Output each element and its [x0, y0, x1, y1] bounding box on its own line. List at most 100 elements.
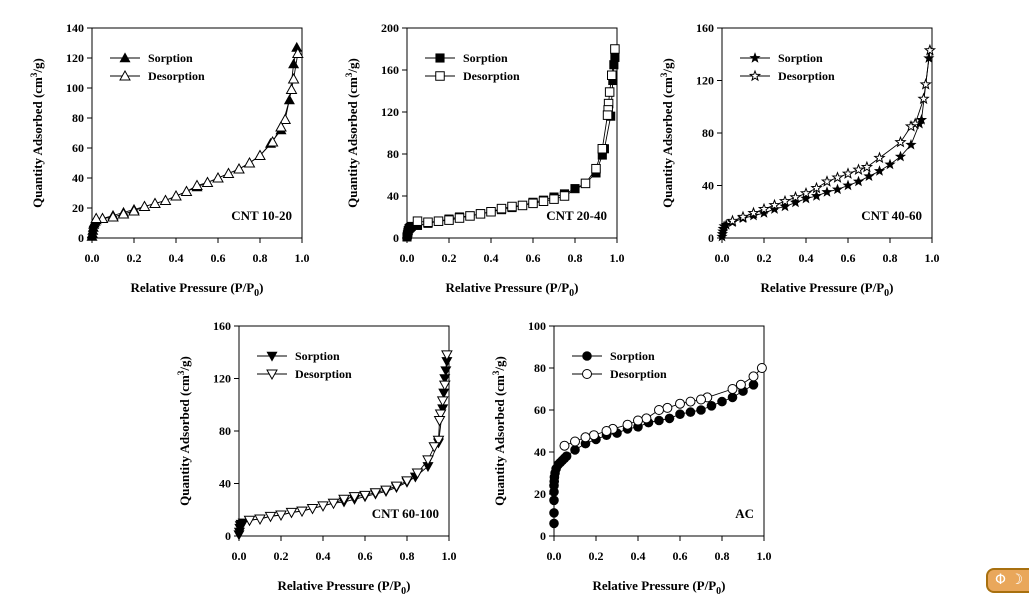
- data-point: [641, 413, 652, 424]
- sample-annotation: CNT 40-60: [861, 208, 922, 223]
- legend-label: Desorption: [463, 69, 520, 83]
- data-point: [756, 363, 767, 373]
- y-tick-label: 40: [219, 477, 231, 491]
- data-point: [685, 407, 696, 417]
- plot-frame: [91, 27, 303, 239]
- y-tick-label: 120: [66, 51, 84, 65]
- data-point: [454, 213, 465, 223]
- data-point: [917, 92, 930, 105]
- data-point: [717, 396, 727, 407]
- x-tick-label: 1.0: [442, 549, 457, 563]
- x-axis-label: Relative Pressure (P/P0): [760, 280, 893, 299]
- data-point: [570, 445, 580, 455]
- legend-label: Desorption: [148, 69, 205, 83]
- data-point: [433, 416, 446, 427]
- data-point: [757, 202, 771, 215]
- y-tick-label: 80: [219, 424, 231, 438]
- data-point: [696, 405, 706, 415]
- data-point: [465, 211, 475, 221]
- data-point: [428, 442, 441, 453]
- data-point: [441, 350, 453, 361]
- data-point: [222, 167, 235, 178]
- data-point: [90, 212, 103, 223]
- theme-toggle-button[interactable]: Φ ☽: [986, 568, 1029, 593]
- data-point: [549, 508, 559, 518]
- y-axis-label: Quantity Adsorbed (cm3/g): [29, 58, 45, 208]
- data-point: [610, 44, 620, 54]
- data-point: [359, 490, 371, 502]
- data-point: [894, 150, 907, 162]
- data-point: [591, 163, 601, 174]
- data-point: [726, 214, 739, 227]
- data-point: [789, 190, 802, 203]
- x-tick-label: 0.2: [274, 549, 289, 563]
- data-point: [348, 492, 361, 503]
- data-point: [243, 156, 256, 168]
- legend-label: Sorption: [463, 51, 508, 65]
- data-point: [475, 209, 486, 219]
- x-tick-label: 0.4: [631, 549, 646, 563]
- series-desorption: [412, 44, 620, 227]
- x-axis-label: Relative Pressure (P/P0): [130, 280, 263, 299]
- x-tick-label: 0.2: [589, 549, 604, 563]
- data-point: [266, 135, 279, 147]
- legend-marker: [119, 52, 131, 63]
- data-point: [810, 190, 823, 201]
- x-tick-label: 0.0: [715, 251, 730, 265]
- legend-marker: [435, 53, 445, 63]
- data-point: [727, 384, 738, 394]
- data-point: [748, 371, 759, 382]
- data-point: [860, 160, 874, 173]
- y-tick-label: 0: [225, 529, 231, 543]
- y-tick-label: 160: [381, 63, 399, 77]
- data-point: [580, 432, 591, 443]
- y-tick-label: 80: [702, 126, 714, 140]
- x-tick-label: 0.8: [253, 251, 268, 265]
- y-axis-label: Quantity Adsorbed (cm3/g): [344, 58, 360, 208]
- data-point: [432, 435, 445, 447]
- legend-label: Desorption: [295, 367, 352, 381]
- x-tick-label: 0.2: [442, 251, 457, 265]
- data-point: [233, 162, 245, 174]
- data-point: [799, 186, 813, 199]
- data-point: [549, 518, 559, 529]
- data-point: [296, 506, 308, 518]
- y-tick-label: 60: [534, 403, 546, 417]
- data-point: [604, 87, 615, 97]
- data-point: [149, 197, 161, 208]
- y-axis-label: Quantity Adsorbed (cm3/g): [176, 356, 192, 506]
- x-tick-label: 0.0: [547, 549, 562, 563]
- data-point: [306, 503, 319, 515]
- data-point: [654, 415, 664, 426]
- series-desorption: [243, 350, 453, 527]
- series-sorption: [716, 52, 935, 242]
- data-point: [863, 170, 875, 182]
- data-point: [107, 210, 119, 222]
- data-point: [884, 158, 896, 170]
- data-point: [821, 186, 833, 197]
- x-tick-label: 0.4: [484, 251, 499, 265]
- x-axis-label: Relative Pressure (P/P0): [277, 578, 410, 597]
- data-point: [842, 179, 854, 191]
- x-tick-label: 0.0: [232, 549, 247, 563]
- data-point: [422, 455, 434, 466]
- x-tick-label: 0.4: [169, 251, 184, 265]
- data-point: [831, 171, 844, 183]
- data-point: [436, 396, 449, 407]
- legend: Sorption Desorption: [425, 51, 520, 83]
- data-point: [602, 110, 613, 120]
- x-tick-label: 1.0: [925, 251, 940, 265]
- data-point: [852, 163, 865, 175]
- data-point: [727, 392, 738, 403]
- y-tick-label: 120: [696, 74, 714, 88]
- legend-label: Sorption: [610, 349, 655, 363]
- series-desorption: [90, 47, 304, 223]
- data-point: [434, 409, 447, 420]
- data-point: [538, 196, 549, 206]
- data-point: [841, 167, 855, 179]
- data-point: [622, 419, 633, 430]
- y-tick-label: 120: [381, 105, 399, 119]
- data-point: [831, 183, 844, 195]
- x-tick-label: 0.6: [358, 549, 373, 563]
